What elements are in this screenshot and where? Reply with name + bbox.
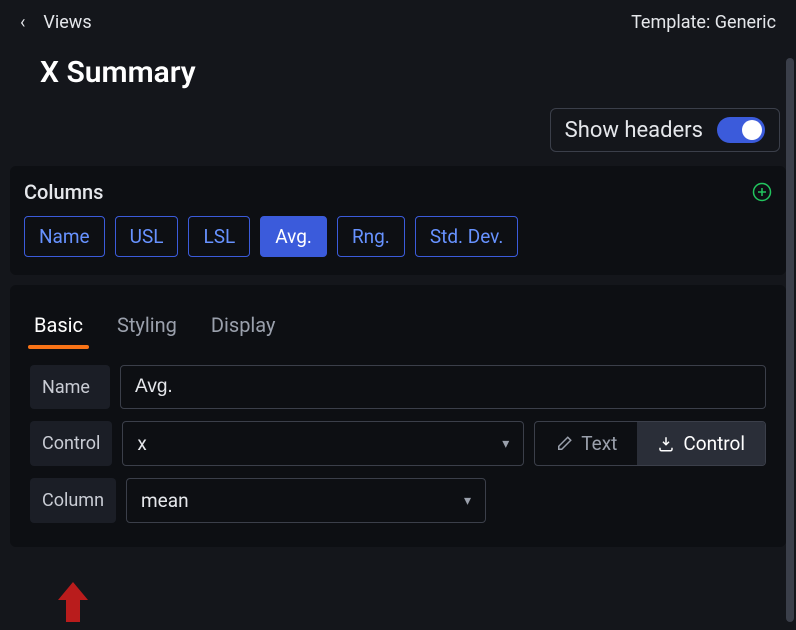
mode-text-button[interactable]: Text	[535, 422, 637, 465]
scrollbar[interactable]	[786, 58, 794, 622]
add-column-icon[interactable]	[752, 182, 772, 202]
page-title: X Summary	[0, 41, 796, 108]
mode-text-label: Text	[581, 432, 617, 455]
control-select-value: x	[137, 432, 146, 455]
column-label: Column	[30, 478, 116, 523]
columns-title: Columns	[24, 180, 103, 204]
tab[interactable]: Basic	[34, 313, 83, 347]
show-headers-toggle[interactable]	[717, 117, 765, 143]
column-pill[interactable]: LSL	[188, 216, 250, 257]
column-select[interactable]: mean ▾	[126, 478, 486, 523]
columns-header: Columns	[24, 180, 772, 204]
content-area: Columns NameUSLLSLAvg.Rng.Std. Dev. Basi…	[0, 166, 796, 547]
top-bar-left: ‹ Views	[20, 12, 92, 33]
template-label: Template: Generic	[631, 12, 776, 33]
column-pill[interactable]: USL	[115, 216, 179, 257]
row-column: Column mean ▾	[30, 478, 766, 523]
row-control: Control x ▾ Text	[30, 421, 766, 466]
show-headers-label: Show headers	[565, 118, 703, 143]
name-label: Name	[30, 365, 110, 409]
mode-control-button[interactable]: Control	[637, 422, 765, 465]
column-pill[interactable]: Name	[24, 216, 105, 257]
column-select-value: mean	[141, 489, 189, 512]
row-name: Name	[30, 365, 766, 409]
column-pill[interactable]: Std. Dev.	[415, 216, 519, 257]
name-input[interactable]	[120, 365, 766, 409]
column-pill[interactable]: Avg.	[260, 216, 327, 257]
tabs: Basic Styling Display	[24, 299, 772, 347]
show-headers-box: Show headers	[550, 108, 780, 152]
chevron-down-icon: ▾	[464, 493, 471, 509]
editor-panel: Basic Styling Display Name Control x ▾	[10, 285, 786, 547]
control-label: Control	[30, 421, 112, 466]
tab[interactable]: Styling	[117, 313, 177, 347]
annotation-arrow	[54, 578, 92, 626]
column-pills: NameUSLLSLAvg.Rng.Std. Dev.	[24, 216, 772, 257]
breadcrumb-views[interactable]: Views	[43, 12, 91, 33]
column-pill[interactable]: Rng.	[337, 216, 405, 257]
toggle-knob	[742, 120, 762, 140]
form-rows: Name Control x ▾ Text	[24, 347, 772, 529]
chevron-down-icon: ▾	[502, 436, 509, 452]
mode-segmented: Text Control	[534, 421, 766, 466]
import-icon	[657, 435, 675, 453]
tab[interactable]: Display	[211, 313, 276, 347]
columns-panel: Columns NameUSLLSLAvg.Rng.Std. Dev.	[10, 166, 786, 275]
control-select[interactable]: x ▾	[122, 421, 524, 466]
mode-control-label: Control	[683, 432, 745, 455]
headers-row: Show headers	[0, 108, 796, 166]
top-bar: ‹ Views Template: Generic	[0, 0, 796, 41]
back-icon[interactable]: ‹	[20, 12, 25, 33]
pencil-icon	[555, 435, 573, 453]
